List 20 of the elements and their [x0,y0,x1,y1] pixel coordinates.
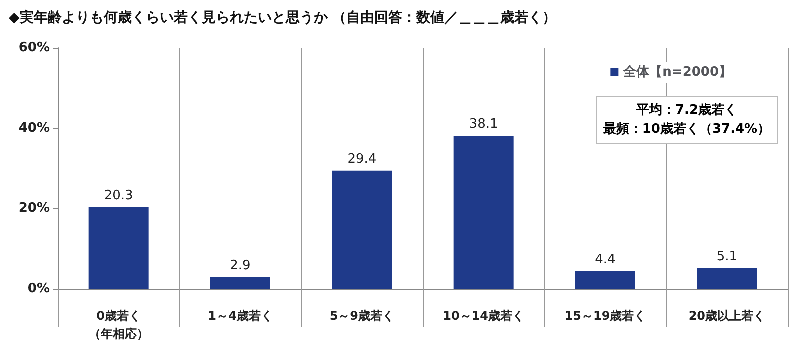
x-tick-label: 10～14歳若く [443,309,525,323]
y-tick-label: 20% [18,201,50,216]
data-label: 5.1 [716,250,738,265]
data-label: 4.4 [595,252,616,268]
x-tick-label: 15～19歳若く [564,309,646,323]
data-label: 29.4 [348,152,377,167]
y-tick-label: 0% [28,282,50,296]
x-tick-label: 1～4歳若く [208,309,273,323]
annotation: 最頻：10歳若く（37.4%） [602,121,772,139]
data-label: 20.3 [104,188,134,204]
chart-title: ◆実年齢よりも何歳くらい若く見られたいと思うか （自由回答：数値／＿＿＿歳若く） [9,9,557,26]
annotation: 平均：7.2歳若く [635,102,739,120]
data-label: 2.9 [230,258,251,274]
x-tick-label: 20歳以上若く [688,309,766,323]
data-label: 38.1 [469,116,498,132]
x-tick-label: 0歳若く（年相応） [88,309,149,341]
y-tick-label: 40% [18,120,50,136]
legend-label: 全体【n=2000】 [622,64,732,80]
x-tick-label: 5～9歳若く [330,309,395,323]
y-tick-label: 60% [18,40,50,56]
